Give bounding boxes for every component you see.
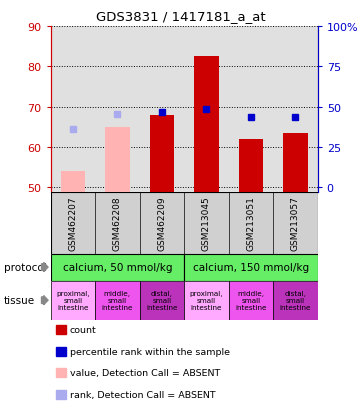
Text: calcium, 50 mmol/kg: calcium, 50 mmol/kg	[62, 262, 172, 273]
Text: tissue: tissue	[4, 295, 35, 306]
Bar	[51, 281, 95, 320]
Text: count: count	[70, 325, 96, 335]
Text: calcium, 150 mmol/kg: calcium, 150 mmol/kg	[193, 262, 309, 273]
Text: proximal,
small
intestine: proximal, small intestine	[190, 290, 223, 311]
Text: proximal,
small
intestine: proximal, small intestine	[56, 290, 90, 311]
Text: GDS3831 / 1417181_a_at: GDS3831 / 1417181_a_at	[96, 10, 265, 23]
Text: percentile rank within the sample: percentile rank within the sample	[70, 347, 230, 356]
Bar	[283, 134, 308, 192]
Bar	[239, 140, 263, 192]
Bar	[149, 116, 174, 192]
Bar	[140, 281, 184, 320]
Bar	[51, 254, 184, 281]
Text: rank, Detection Call = ABSENT: rank, Detection Call = ABSENT	[70, 390, 215, 399]
Text: GSM462207: GSM462207	[68, 196, 77, 250]
Text: value, Detection Call = ABSENT: value, Detection Call = ABSENT	[70, 368, 220, 377]
Text: GSM462208: GSM462208	[113, 196, 122, 250]
Bar	[184, 281, 229, 320]
Bar	[184, 254, 318, 281]
Text: distal,
small
intestine: distal, small intestine	[146, 290, 178, 311]
Text: GSM213051: GSM213051	[247, 196, 255, 250]
Text: middle,
small
intestine: middle, small intestine	[101, 290, 133, 311]
Text: middle,
small
intestine: middle, small intestine	[235, 290, 267, 311]
Text: GSM213057: GSM213057	[291, 196, 300, 250]
Bar	[229, 281, 273, 320]
Bar	[273, 281, 318, 320]
Bar	[105, 128, 130, 192]
Bar	[194, 57, 219, 192]
Text: GSM213045: GSM213045	[202, 196, 211, 250]
Text: GSM462209: GSM462209	[157, 196, 166, 250]
Text: protocol: protocol	[4, 262, 46, 273]
Bar	[95, 281, 140, 320]
Text: distal,
small
intestine: distal, small intestine	[280, 290, 311, 311]
Bar	[61, 172, 85, 192]
